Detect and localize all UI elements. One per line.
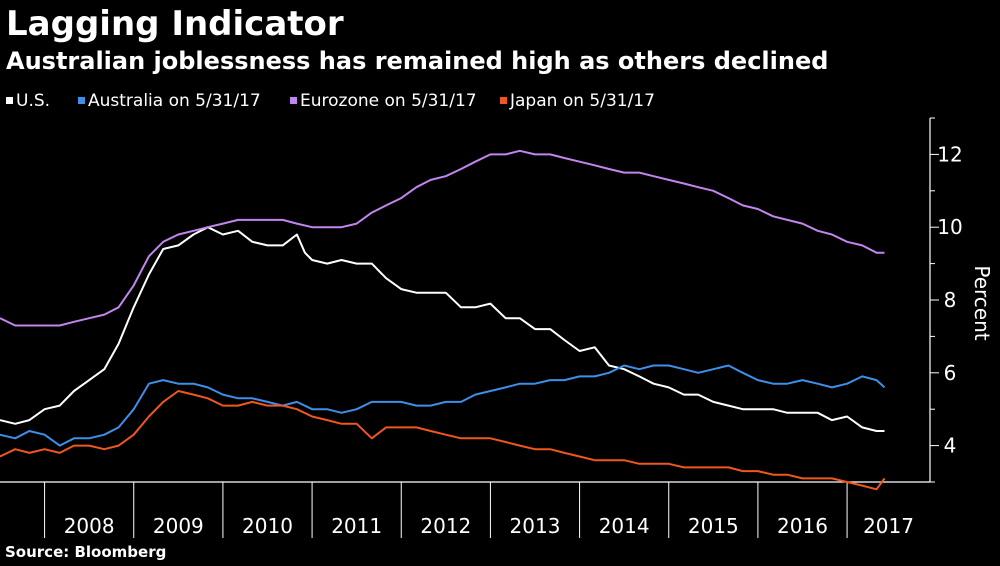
chart-title: Lagging Indicator — [6, 4, 344, 44]
x-tick-label: 2012 — [420, 514, 471, 538]
series-line-3 — [0, 390, 886, 491]
source-note: Source: Bloomberg — [5, 543, 166, 561]
y-axis-label: Percent — [970, 265, 994, 340]
x-tick-label: 2014 — [599, 514, 650, 538]
legend-label: Australia on 5/31/17 — [88, 91, 261, 111]
x-tick-label: 2009 — [153, 514, 204, 538]
x-tick-label: 2016 — [777, 514, 828, 538]
x-tick-label: 2013 — [510, 514, 561, 538]
series-line-1 — [0, 364, 886, 447]
legend-swatch — [500, 97, 507, 104]
x-tick-label: 2008 — [64, 514, 115, 538]
series-line-2 — [0, 149, 885, 327]
x-tick-label: 2011 — [331, 514, 382, 538]
legend-label: Japan on 5/31/17 — [509, 91, 655, 111]
y-tick-label: 4 — [944, 434, 957, 458]
chart-subtitle: Australian joblessness has remained high… — [6, 47, 828, 75]
y-tick-label: 12 — [937, 142, 962, 166]
legend-label: Eurozone on 5/31/17 — [300, 91, 477, 111]
legend-swatch — [290, 97, 297, 104]
legend-swatch — [6, 97, 13, 104]
plot-area — [0, 149, 886, 491]
y-tick-label: 8 — [944, 288, 957, 312]
series-line-0 — [0, 226, 885, 432]
x-tick-label: 2010 — [242, 514, 293, 538]
y-tick-label: 6 — [944, 361, 957, 385]
legend-label: U.S. — [16, 91, 50, 111]
x-axis: 2008 2009 2010 2011 2012 2013 2014 2015 2016 2017 — [0, 481, 930, 538]
x-tick-label: 2015 — [688, 514, 739, 538]
x-tick-label: 2017 — [863, 514, 914, 538]
legend: U.S. Australia on 5/31/17 Eurozone on 5/31… — [6, 91, 655, 111]
y-axis: 4 6 8 10 12 — [929, 117, 963, 483]
legend-swatch — [78, 97, 85, 104]
y-tick-label: 10 — [937, 215, 962, 239]
